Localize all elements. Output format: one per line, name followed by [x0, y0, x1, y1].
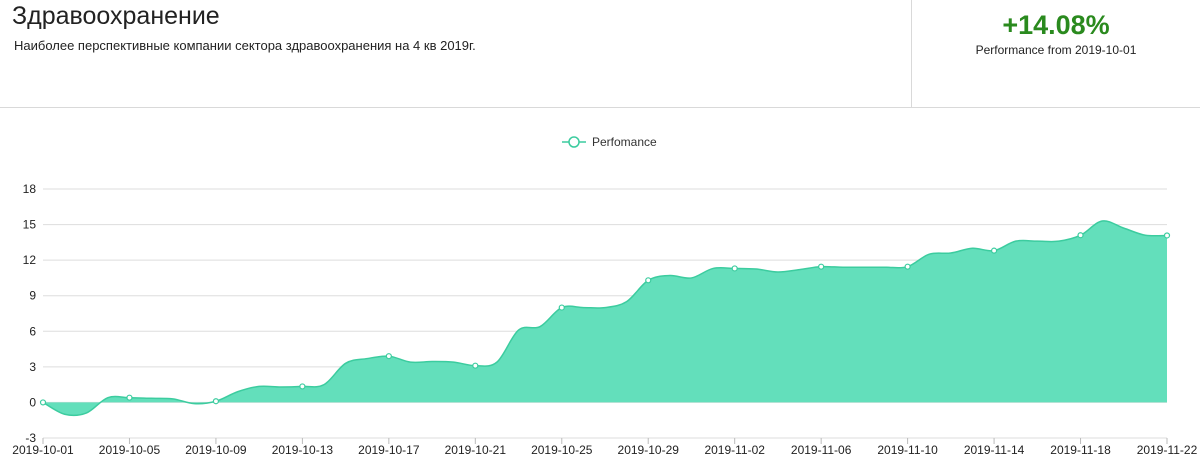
- x-tick-label: 2019-11-06: [791, 443, 852, 457]
- x-tick-label: 2019-10-25: [531, 443, 593, 457]
- data-point: [1077, 232, 1084, 239]
- legend-label: Perfomance: [592, 135, 657, 149]
- x-tick-label: 2019-11-02: [704, 443, 765, 457]
- data-point: [39, 399, 47, 406]
- y-axis-labels: -3 0 3 6 9 12 15 18: [23, 182, 37, 445]
- y-tick-label: 0: [29, 395, 36, 409]
- y-tick-label: 3: [29, 360, 36, 374]
- x-tick-label: 2019-10-21: [445, 443, 507, 457]
- performance-value: +14.08%: [1002, 10, 1110, 40]
- data-point: [731, 265, 738, 272]
- data-point: [990, 247, 998, 254]
- x-tick-label: 2019-10-09: [185, 443, 247, 457]
- x-axis-labels: 2019-10-01 2019-10-05 2019-10-09 2019-10-13…: [12, 443, 1197, 457]
- x-tick-label: 2019-11-22: [1137, 443, 1198, 457]
- data-point: [645, 277, 652, 284]
- header: Здравоохранение Наиболее перспективные к…: [0, 0, 1200, 108]
- x-tick-label: 2019-10-13: [272, 443, 334, 457]
- chart-area-layer: [42, 220, 1168, 417]
- y-tick-label: -3: [25, 431, 36, 445]
- x-tick-label: 2019-11-14: [964, 443, 1025, 457]
- y-tick-label: 12: [23, 253, 37, 267]
- data-point: [126, 394, 133, 401]
- chart-marker-layer: [39, 232, 1171, 406]
- y-tick-label: 9: [29, 289, 36, 303]
- x-tick-label: 2019-11-10: [877, 443, 938, 457]
- page-subtitle: Наиболее перспективные компании сектора …: [14, 38, 476, 53]
- legend-marker-icon: [562, 136, 586, 148]
- header-divider: [911, 0, 912, 107]
- data-point: [385, 353, 392, 360]
- series-area-performance: [43, 220, 1167, 416]
- data-point: [212, 398, 220, 405]
- x-tick-label: 2019-11-18: [1050, 443, 1111, 457]
- x-tick-label: 2019-10-01: [12, 443, 74, 457]
- performance-summary: +14.08% Performance from 2019-10-01: [912, 0, 1200, 107]
- performance-label: Performance from 2019-10-01: [975, 43, 1137, 57]
- series-line-performance: [42, 220, 1168, 417]
- x-tick-label: 2019-10-17: [358, 443, 420, 457]
- page-title: Здравоохранение: [12, 2, 220, 30]
- data-point: [558, 304, 565, 311]
- y-tick-label: 18: [23, 182, 37, 196]
- data-point: [904, 263, 911, 270]
- y-tick-label: 6: [29, 324, 36, 338]
- y-tick-label: 15: [23, 218, 37, 232]
- data-point: [299, 383, 306, 390]
- x-tick-label: 2019-10-29: [618, 443, 680, 457]
- data-point: [818, 263, 825, 270]
- data-point: [1163, 232, 1171, 239]
- chart-legend[interactable]: Perfomance: [562, 134, 657, 150]
- data-point: [472, 362, 479, 369]
- x-tick-label: 2019-10-05: [99, 443, 161, 457]
